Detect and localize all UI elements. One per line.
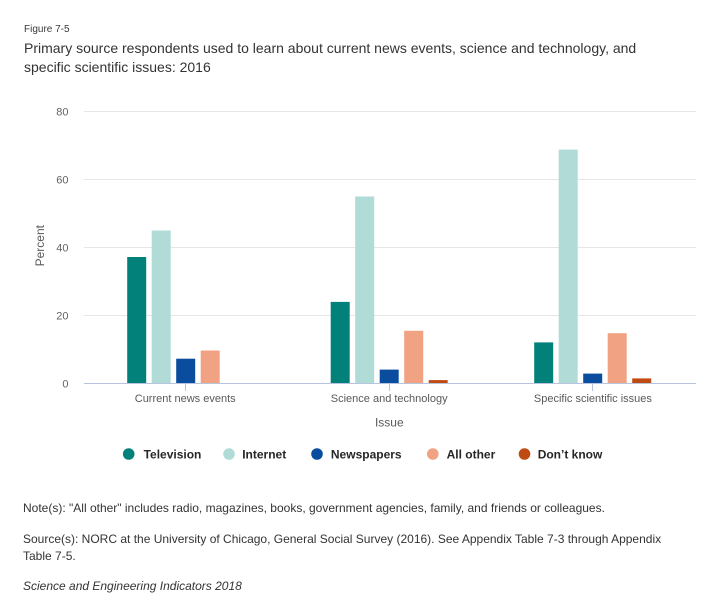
svg-text:40: 40 xyxy=(56,243,68,255)
svg-text:Newspapers: Newspapers xyxy=(331,448,402,462)
svg-text:Percent: Percent xyxy=(33,224,47,266)
svg-text:Current news events: Current news events xyxy=(135,393,236,405)
svg-text:Issue: Issue xyxy=(375,416,404,430)
svg-text:Specific scientific issues: Specific scientific issues xyxy=(534,393,652,405)
svg-text:Don’t know: Don’t know xyxy=(538,448,603,462)
svg-text:Television: Television xyxy=(144,448,202,462)
svg-text:80: 80 xyxy=(56,107,68,119)
svg-text:Internet: Internet xyxy=(242,448,286,462)
svg-text:60: 60 xyxy=(56,175,68,187)
svg-text:0: 0 xyxy=(62,379,68,391)
svg-text:All other: All other xyxy=(447,448,496,462)
svg-text:20: 20 xyxy=(56,311,68,323)
svg-text:Science and technology: Science and technology xyxy=(331,393,448,405)
